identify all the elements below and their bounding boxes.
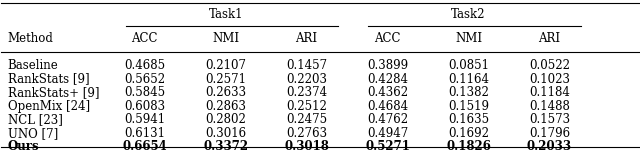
Text: 0.1519: 0.1519 — [448, 100, 489, 113]
Text: NMI: NMI — [455, 32, 482, 45]
Text: 0.2571: 0.2571 — [205, 73, 246, 86]
Text: 0.4762: 0.4762 — [367, 113, 408, 126]
Text: 0.2863: 0.2863 — [205, 100, 246, 113]
Text: ACC: ACC — [374, 32, 401, 45]
Text: 0.2802: 0.2802 — [205, 113, 246, 126]
Text: RankStats [9]: RankStats [9] — [8, 73, 90, 86]
Text: 0.2203: 0.2203 — [286, 73, 327, 86]
Text: 0.2763: 0.2763 — [286, 127, 327, 140]
Text: 0.4684: 0.4684 — [367, 100, 408, 113]
Text: ARI: ARI — [538, 32, 561, 45]
Text: NMI: NMI — [212, 32, 239, 45]
Text: 0.1184: 0.1184 — [529, 86, 570, 99]
Text: 0.2374: 0.2374 — [286, 86, 327, 99]
Text: 0.1382: 0.1382 — [448, 86, 489, 99]
Text: ARI: ARI — [296, 32, 317, 45]
Text: 0.1692: 0.1692 — [448, 127, 489, 140]
Text: OpenMix [24]: OpenMix [24] — [8, 100, 90, 113]
Text: 0.1164: 0.1164 — [448, 73, 489, 86]
Text: 0.6083: 0.6083 — [124, 100, 165, 113]
Text: 0.2633: 0.2633 — [205, 86, 246, 99]
Text: Method: Method — [8, 32, 54, 45]
Text: RankStats+ [9]: RankStats+ [9] — [8, 86, 99, 99]
Text: Task1: Task1 — [209, 8, 243, 21]
Text: 0.1826: 0.1826 — [446, 140, 491, 153]
Text: 0.1457: 0.1457 — [286, 59, 327, 72]
Text: 0.0851: 0.0851 — [448, 59, 489, 72]
Text: 0.5941: 0.5941 — [124, 113, 165, 126]
Text: 0.1796: 0.1796 — [529, 127, 570, 140]
Text: 0.0522: 0.0522 — [529, 59, 570, 72]
Text: 0.2475: 0.2475 — [286, 113, 327, 126]
Text: 0.4362: 0.4362 — [367, 86, 408, 99]
Text: 0.6131: 0.6131 — [124, 127, 165, 140]
Text: Baseline: Baseline — [8, 59, 58, 72]
Text: 0.3018: 0.3018 — [284, 140, 329, 153]
Text: 0.1635: 0.1635 — [448, 113, 489, 126]
Text: Task2: Task2 — [451, 8, 486, 21]
Text: 0.4685: 0.4685 — [124, 59, 165, 72]
Text: NCL [23]: NCL [23] — [8, 113, 63, 126]
Text: 0.5271: 0.5271 — [365, 140, 410, 153]
Text: UNO [7]: UNO [7] — [8, 127, 58, 140]
Text: 0.1023: 0.1023 — [529, 73, 570, 86]
Text: 0.1488: 0.1488 — [529, 100, 570, 113]
Text: 0.6654: 0.6654 — [122, 140, 167, 153]
Text: 0.3899: 0.3899 — [367, 59, 408, 72]
Text: 0.4284: 0.4284 — [367, 73, 408, 86]
Text: 0.5845: 0.5845 — [124, 86, 165, 99]
Text: 0.2512: 0.2512 — [286, 100, 327, 113]
Text: 0.5652: 0.5652 — [124, 73, 165, 86]
Text: 0.1573: 0.1573 — [529, 113, 570, 126]
Text: 0.3372: 0.3372 — [203, 140, 248, 153]
Text: 0.2107: 0.2107 — [205, 59, 246, 72]
Text: 0.3016: 0.3016 — [205, 127, 246, 140]
Text: Ours: Ours — [8, 140, 40, 153]
Text: 0.2033: 0.2033 — [527, 140, 572, 153]
Text: ACC: ACC — [131, 32, 158, 45]
Text: 0.4947: 0.4947 — [367, 127, 408, 140]
